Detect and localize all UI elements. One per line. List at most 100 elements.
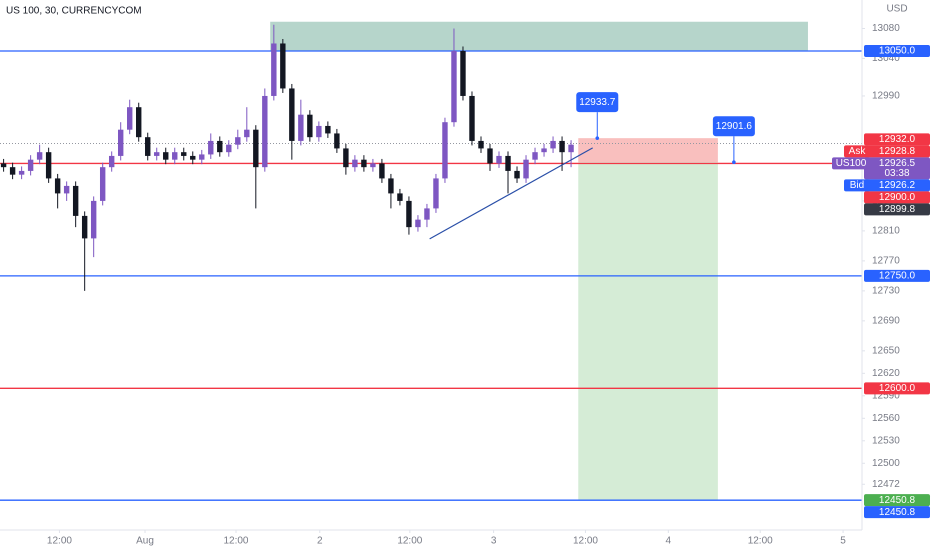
supply-zone — [270, 21, 808, 51]
price-label-box — [864, 203, 930, 216]
y-tick-label: 12500 — [872, 458, 900, 469]
candle-body — [199, 154, 205, 160]
price-label-box — [864, 382, 930, 395]
target-area — [578, 162, 718, 501]
candle-body — [90, 200, 97, 239]
price-label: 12600.0 — [879, 383, 916, 394]
candle-body — [343, 148, 349, 168]
price-label-box — [864, 145, 930, 158]
candle-body — [208, 140, 214, 155]
chart-title: US 100, 30, CURRENCYCOM — [6, 6, 142, 17]
plot-area: 12933.7 12901.6 — [0, 21, 862, 501]
x-tick-label: Aug — [136, 536, 154, 547]
candle-body — [81, 215, 88, 239]
candle-body — [460, 50, 466, 96]
candle-body — [127, 107, 133, 130]
candle-body — [397, 193, 403, 201]
y-tick-label: 12650 — [872, 345, 900, 356]
y-tick-label: 12990 — [872, 91, 900, 102]
candle-body — [523, 159, 529, 179]
x-tick-label: 3 — [491, 536, 497, 547]
price-label: 12932.0 — [879, 134, 916, 145]
price-label: 12450.8 — [879, 495, 916, 506]
candle-body — [18, 170, 25, 175]
price-label: 12900.0 — [879, 192, 916, 203]
label-box — [576, 92, 619, 113]
candle-body — [442, 122, 448, 179]
candle-body — [253, 129, 259, 168]
price-label-box — [864, 157, 930, 180]
price-tag-box — [832, 157, 870, 170]
candle-body — [72, 185, 79, 216]
candle-body — [235, 137, 241, 145]
x-tick-label: 12:00 — [397, 536, 422, 547]
candle-body — [307, 114, 313, 138]
candle-body — [532, 152, 538, 160]
candle-body — [559, 140, 565, 153]
currency: USD — [886, 4, 907, 15]
candle-body — [45, 152, 52, 179]
candle-body — [361, 159, 367, 168]
label-dot — [732, 160, 736, 165]
candle-body — [244, 129, 250, 138]
candle-body — [217, 140, 223, 153]
y-tick-label: 12770 — [872, 256, 900, 267]
candle-body — [415, 219, 421, 228]
price-label: 13050.0 — [879, 46, 916, 57]
candle-body — [136, 107, 142, 138]
candle-body — [334, 133, 340, 149]
x-tick-label: 4 — [666, 536, 672, 547]
candle-body — [145, 137, 151, 156]
candle-body — [172, 152, 178, 160]
candle-body — [568, 144, 574, 153]
candle-body — [316, 125, 322, 138]
candle-body — [262, 95, 268, 168]
candle-body — [27, 159, 34, 171]
candle-body — [63, 185, 70, 194]
price-tag: Bid — [850, 180, 864, 191]
y-tick-label: 12530 — [872, 435, 900, 446]
candle-body — [469, 95, 475, 141]
price-label: 12926.5 — [879, 158, 916, 169]
candle-body — [451, 50, 457, 123]
price-label-sub: 03:38 — [884, 168, 909, 179]
price-label-box — [864, 133, 930, 146]
candle-body — [0, 163, 7, 168]
candle-body — [99, 167, 106, 201]
candle-body — [117, 129, 124, 156]
price-label: 12899.8 — [879, 204, 916, 215]
candle-body — [163, 152, 169, 160]
candle-body — [108, 155, 115, 168]
candle-body — [298, 114, 304, 141]
price-tag-box — [844, 145, 870, 158]
candle-body — [54, 178, 61, 194]
candle-body — [424, 208, 430, 220]
candle-body — [550, 140, 556, 149]
x-tick-label: 12:00 — [573, 536, 598, 547]
y-tick-label: 13080 — [872, 23, 900, 34]
position-label: 12933.7 — [579, 97, 616, 108]
y-tick-label: 12810 — [872, 226, 900, 237]
y-tick-label: 13040 — [872, 53, 900, 64]
price-label-box — [864, 191, 930, 204]
candle-body — [325, 125, 331, 134]
price-label: 12750.0 — [879, 271, 916, 282]
price-label-box — [864, 494, 930, 507]
y-tick-label: 12690 — [872, 315, 900, 326]
candle-body — [289, 88, 295, 141]
label-box — [712, 116, 755, 137]
price-label: 12450.8 — [879, 507, 916, 518]
price-label: 12928.8 — [879, 146, 916, 157]
x-tick-label: 2 — [317, 536, 323, 547]
candle-body — [433, 178, 439, 209]
candle-body — [478, 140, 484, 149]
position-label: 12901.6 — [716, 121, 753, 132]
trend-line — [429, 147, 593, 240]
y-tick-label: 12730 — [872, 286, 900, 297]
candle-body — [541, 148, 547, 153]
price-tag-box — [844, 179, 870, 192]
candle-body — [370, 163, 376, 168]
y-tick-label: 12590 — [872, 390, 900, 401]
candle-body — [487, 148, 493, 164]
